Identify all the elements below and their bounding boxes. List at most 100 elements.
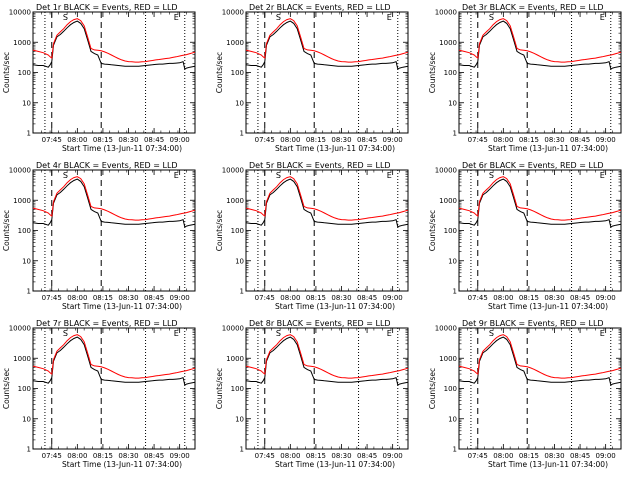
x-tick-label: 09:00 xyxy=(596,136,616,144)
y-axis-label: Counts/sec xyxy=(428,52,437,93)
panel-title: Det 5r BLACK = Events, RED = LLD xyxy=(249,161,391,170)
x-tick-label: 08:15 xyxy=(306,136,326,144)
x-tick-label: 08:30 xyxy=(118,136,138,144)
x-tick-label: 08:45 xyxy=(144,294,164,302)
x-tick-label: 09:00 xyxy=(170,452,190,460)
marker-e: E xyxy=(174,171,179,180)
y-tick-label: 10000 xyxy=(9,9,31,17)
series-events-line xyxy=(245,178,409,228)
x-tick-label: 08:15 xyxy=(93,294,113,302)
x-tick-label: 08:30 xyxy=(118,294,138,302)
detector-panel-9: Det 9r BLACK = Events, RED = LLD 1 10 100 10… xyxy=(428,319,622,469)
x-tick-label: 09:00 xyxy=(383,452,403,460)
marker-e: E xyxy=(600,329,605,338)
x-tick-label: 07:45 xyxy=(468,136,488,144)
plot-frame xyxy=(32,327,196,450)
marker-e: E xyxy=(174,329,179,338)
y-tick-label: 1 xyxy=(240,288,244,296)
detector-panel-7: Det 7r BLACK = Events, RED = LLD 1 10 100 10… xyxy=(2,319,196,469)
detector-panel-6: Det 6r BLACK = Events, RED = LLD 1 10 100 10… xyxy=(428,161,622,311)
panel-title: Det 6r BLACK = Events, RED = LLD xyxy=(462,161,604,170)
marker-e: E xyxy=(387,13,392,22)
plot-frame xyxy=(245,327,409,450)
x-tick-label: 08:45 xyxy=(357,294,377,302)
plot-frame xyxy=(32,11,196,134)
series-lld-line xyxy=(245,18,409,63)
x-tick-label: 08:00 xyxy=(493,294,513,302)
x-axis-label: Start Time (13-Jun-11 07:34:00) xyxy=(62,144,182,153)
series-events-line xyxy=(32,20,196,70)
y-tick-label: 10 xyxy=(22,257,31,265)
x-tick-label: 07:45 xyxy=(255,136,275,144)
x-axis-label: Start Time (13-Jun-11 07:34:00) xyxy=(275,144,395,153)
y-tick-label: 1 xyxy=(453,446,457,454)
x-tick-label: 09:00 xyxy=(170,294,190,302)
y-tick-label: 1000 xyxy=(13,355,31,363)
x-tick-label: 08:45 xyxy=(570,294,590,302)
y-tick-label: 1000 xyxy=(13,197,31,205)
x-tick-label: 08:15 xyxy=(519,136,539,144)
y-tick-label: 1 xyxy=(240,446,244,454)
x-tick-label: 08:30 xyxy=(118,452,138,460)
series-lld-line xyxy=(245,176,409,221)
y-tick-label: 1 xyxy=(240,130,244,138)
marker-e: E xyxy=(600,13,605,22)
y-tick-label: 10 xyxy=(22,415,31,423)
x-tick-label: 08:00 xyxy=(493,136,513,144)
y-tick-label: 100 xyxy=(18,227,31,235)
y-tick-label: 10 xyxy=(235,415,244,423)
marker-s: S xyxy=(489,13,494,22)
y-tick-label: 10 xyxy=(22,99,31,107)
series-events-line xyxy=(245,336,409,386)
series-events-line xyxy=(32,336,196,386)
detector-panel-2: Det 2r BLACK = Events, RED = LLD 1 10 100 10… xyxy=(215,3,409,153)
x-tick-label: 08:45 xyxy=(570,136,590,144)
series-events-line xyxy=(32,178,196,228)
x-tick-label: 07:45 xyxy=(42,452,62,460)
x-tick-label: 08:15 xyxy=(519,294,539,302)
y-tick-label: 10 xyxy=(448,257,457,265)
y-tick-label: 10000 xyxy=(435,325,457,333)
y-tick-label: 1000 xyxy=(13,39,31,47)
panel-title: Det 1r BLACK = Events, RED = LLD xyxy=(36,3,178,12)
marker-e: E xyxy=(174,13,179,22)
marker-s: S xyxy=(63,329,68,338)
series-lld-line xyxy=(32,176,196,221)
x-tick-label: 08:00 xyxy=(280,294,300,302)
x-axis-label: Start Time (13-Jun-11 07:34:00) xyxy=(488,460,608,469)
y-tick-label: 1 xyxy=(453,130,457,138)
x-tick-label: 08:45 xyxy=(144,136,164,144)
y-tick-label: 10 xyxy=(448,99,457,107)
y-tick-label: 10000 xyxy=(222,9,244,17)
y-tick-label: 10 xyxy=(235,99,244,107)
panel-title: Det 2r BLACK = Events, RED = LLD xyxy=(249,3,391,12)
series-lld-line xyxy=(458,18,622,63)
x-tick-label: 08:45 xyxy=(357,136,377,144)
x-tick-label: 08:45 xyxy=(144,452,164,460)
x-tick-label: 08:30 xyxy=(331,294,351,302)
x-tick-label: 08:15 xyxy=(93,452,113,460)
y-tick-label: 100 xyxy=(231,385,244,393)
x-tick-label: 07:45 xyxy=(468,452,488,460)
x-tick-label: 08:15 xyxy=(93,136,113,144)
x-tick-label: 08:00 xyxy=(280,452,300,460)
y-tick-label: 100 xyxy=(444,69,457,77)
y-axis-label: Counts/sec xyxy=(2,368,11,409)
panel-title: Det 9r BLACK = Events, RED = LLD xyxy=(462,319,604,328)
x-tick-label: 08:15 xyxy=(519,452,539,460)
series-events-line xyxy=(458,178,622,228)
x-tick-label: 09:00 xyxy=(596,294,616,302)
panel-title: Det 4r BLACK = Events, RED = LLD xyxy=(36,161,178,170)
series-events-line xyxy=(458,20,622,70)
y-axis-label: Counts/sec xyxy=(2,52,11,93)
y-tick-label: 10000 xyxy=(9,325,31,333)
panel-title: Det 3r BLACK = Events, RED = LLD xyxy=(462,3,604,12)
x-axis-label: Start Time (13-Jun-11 07:34:00) xyxy=(62,302,182,311)
marker-s: S xyxy=(489,329,494,338)
marker-s: S xyxy=(276,13,281,22)
y-tick-label: 1000 xyxy=(226,197,244,205)
x-tick-label: 08:30 xyxy=(331,452,351,460)
y-tick-label: 100 xyxy=(18,69,31,77)
marker-s: S xyxy=(489,171,494,180)
